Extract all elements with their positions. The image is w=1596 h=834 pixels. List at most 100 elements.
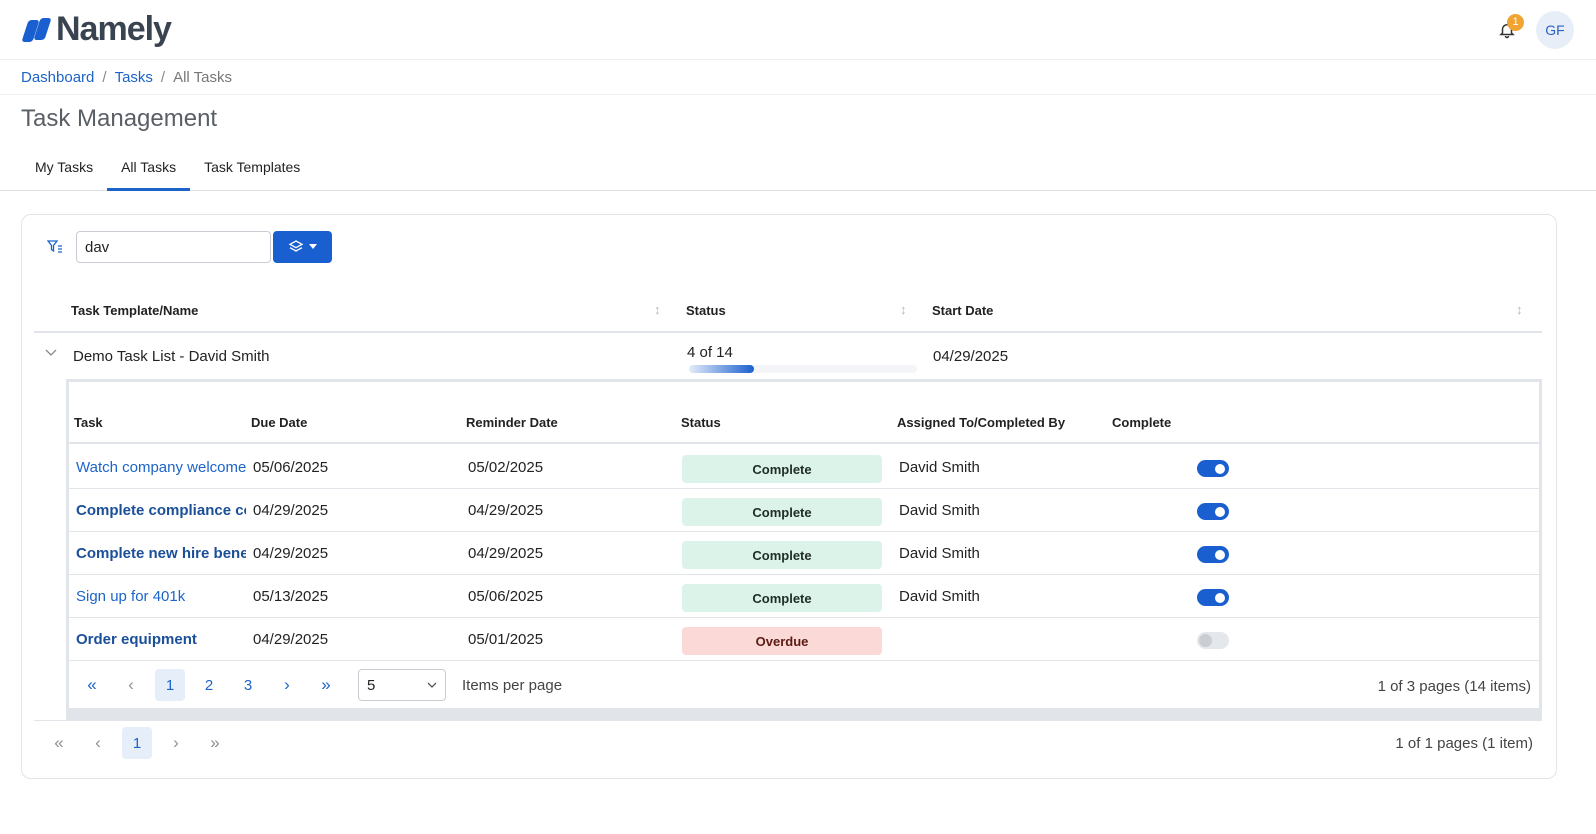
logo-mark-icon — [21, 16, 52, 44]
filter-icon[interactable] — [44, 236, 66, 258]
breadcrumb-dashboard[interactable]: Dashboard — [21, 68, 95, 86]
last-page-button[interactable]: » — [321, 675, 331, 694]
status-badge: Complete — [682, 455, 882, 483]
due-date: 05/13/2025 — [253, 588, 329, 605]
column-task: Task — [74, 415, 103, 430]
start-date: 04/29/2025 — [933, 348, 1009, 365]
column-status: Status — [681, 415, 721, 430]
progress-bar — [689, 365, 917, 373]
assigned-to: David Smith — [899, 502, 980, 519]
inner-pagination: « ‹ 1 2 3 › » 5 Items per page — [77, 669, 562, 701]
search-input[interactable] — [76, 231, 271, 263]
last-page-button[interactable]: » — [210, 733, 220, 752]
caret-down-icon — [309, 244, 317, 249]
status-badge: Complete — [682, 541, 882, 569]
breadcrumb: Dashboard / Tasks / All Tasks — [0, 60, 1596, 95]
table-row: Sign up for 401k 05/13/2025 05/06/2025 C… — [69, 575, 1539, 618]
tab-task-templates[interactable]: Task Templates — [204, 158, 301, 175]
breadcrumb-tasks[interactable]: Tasks — [114, 68, 153, 86]
complete-toggle[interactable] — [1197, 503, 1229, 520]
task-link[interactable]: Sign up for 401k — [76, 588, 186, 605]
inner-table-header: Task Due Date Reminder Date Status Assig… — [69, 382, 1539, 444]
status-badge: Complete — [682, 498, 882, 526]
task-list-name: Demo Task List - David Smith — [73, 348, 270, 365]
table-row: Complete new hire benefits enrollment 04… — [69, 532, 1539, 575]
items-per-page-select[interactable]: 5 — [358, 669, 446, 701]
column-assigned: Assigned To/Completed By — [897, 415, 1066, 430]
page-button[interactable]: 2 — [204, 676, 214, 694]
namely-logo[interactable]: Namely — [21, 10, 172, 49]
task-detail-panel: Task Due Date Reminder Date Status Assig… — [66, 379, 1542, 721]
chevron-down-icon — [427, 682, 437, 688]
table-row: Watch company welcome video 05/06/2025 0… — [69, 446, 1539, 489]
breadcrumb-current: All Tasks — [173, 68, 232, 86]
chevron-down-icon[interactable] — [44, 345, 58, 359]
prev-page-button[interactable]: ‹ — [128, 675, 134, 694]
sort-icon[interactable]: ↕ — [654, 302, 661, 317]
table-row: Order equipment 04/29/2025 05/01/2025 Ov… — [69, 618, 1539, 661]
first-page-button[interactable]: « — [87, 675, 97, 694]
group-by-button[interactable] — [273, 231, 332, 263]
pagination-info: 1 of 1 pages (1 item) — [1395, 735, 1533, 752]
outer-table-header: Task Template/Name ↕ Status ↕ Start Date… — [34, 291, 1542, 333]
tasks-card: Task Template/Name ↕ Status ↕ Start Date… — [21, 214, 1557, 779]
next-page-button[interactable]: › — [173, 733, 179, 752]
column-due-date: Due Date — [251, 415, 308, 430]
breadcrumb-separator: / — [160, 68, 166, 86]
complete-toggle[interactable] — [1197, 589, 1229, 606]
layers-icon — [288, 240, 304, 252]
task-link[interactable]: Watch company welcome video — [76, 459, 246, 476]
status-badge: Overdue — [682, 627, 882, 655]
page-button[interactable]: 3 — [243, 676, 253, 694]
pagination-info: 1 of 3 pages (14 items) — [1377, 678, 1531, 695]
column-status[interactable]: Status — [686, 303, 726, 318]
table-row: Complete compliance courses 04/29/2025 0… — [69, 489, 1539, 532]
items-per-page-label: Items per page — [462, 676, 563, 694]
first-page-button[interactable]: « — [54, 733, 64, 752]
sort-icon[interactable]: ↕ — [900, 302, 907, 317]
tab-my-tasks[interactable]: My Tasks — [35, 158, 94, 175]
due-date: 04/29/2025 — [253, 502, 329, 519]
complete-toggle[interactable] — [1197, 546, 1229, 563]
due-date: 04/29/2025 — [253, 545, 329, 562]
due-date: 05/06/2025 — [253, 459, 329, 476]
prev-page-button[interactable]: ‹ — [95, 733, 101, 752]
complete-toggle[interactable] — [1197, 632, 1229, 649]
reminder-date: 04/29/2025 — [468, 545, 544, 562]
task-link[interactable]: Order equipment — [76, 631, 197, 648]
divider — [34, 720, 1542, 721]
next-page-button[interactable]: › — [284, 675, 290, 694]
assigned-to: David Smith — [899, 459, 980, 476]
breadcrumb-separator: / — [102, 68, 107, 86]
reminder-date: 04/29/2025 — [468, 502, 544, 519]
progress-fill — [689, 365, 755, 373]
tab-bar: My Tasks All Tasks Task Templates — [0, 145, 1596, 191]
reminder-date: 05/01/2025 — [468, 631, 544, 648]
column-start-date[interactable]: Start Date — [932, 303, 994, 318]
notifications-button[interactable]: 1 — [1492, 13, 1524, 45]
reminder-date: 05/02/2025 — [468, 459, 544, 476]
column-task-template-name[interactable]: Task Template/Name — [71, 303, 199, 318]
task-link[interactable]: Complete compliance courses — [76, 502, 246, 519]
due-date: 04/29/2025 — [253, 631, 329, 648]
horizontal-scrollbar[interactable] — [69, 708, 1539, 718]
table-row[interactable]: Demo Task List - David Smith 4 of 14 04/… — [34, 335, 1542, 381]
assigned-to: David Smith — [899, 588, 980, 605]
page-button[interactable]: 1 — [122, 727, 152, 759]
user-avatar[interactable]: GF — [1536, 10, 1574, 49]
column-complete: Complete — [1112, 415, 1172, 430]
progress-label: 4 of 14 — [687, 344, 733, 361]
column-reminder-date: Reminder Date — [466, 415, 558, 430]
tab-all-tasks[interactable]: All Tasks — [107, 145, 191, 191]
task-link[interactable]: Complete new hire benefits enrollment — [76, 545, 246, 562]
logo-text: Namely — [56, 10, 172, 48]
items-per-page-value: 5 — [367, 676, 376, 694]
page-title: Task Management — [21, 105, 218, 132]
page-button[interactable]: 1 — [155, 669, 185, 701]
notification-badge: 1 — [1507, 13, 1524, 31]
assigned-to: David Smith — [899, 545, 980, 562]
complete-toggle[interactable] — [1197, 460, 1229, 477]
sort-icon[interactable]: ↕ — [1516, 302, 1523, 317]
status-badge: Complete — [682, 584, 882, 612]
reminder-date: 05/06/2025 — [468, 588, 544, 605]
